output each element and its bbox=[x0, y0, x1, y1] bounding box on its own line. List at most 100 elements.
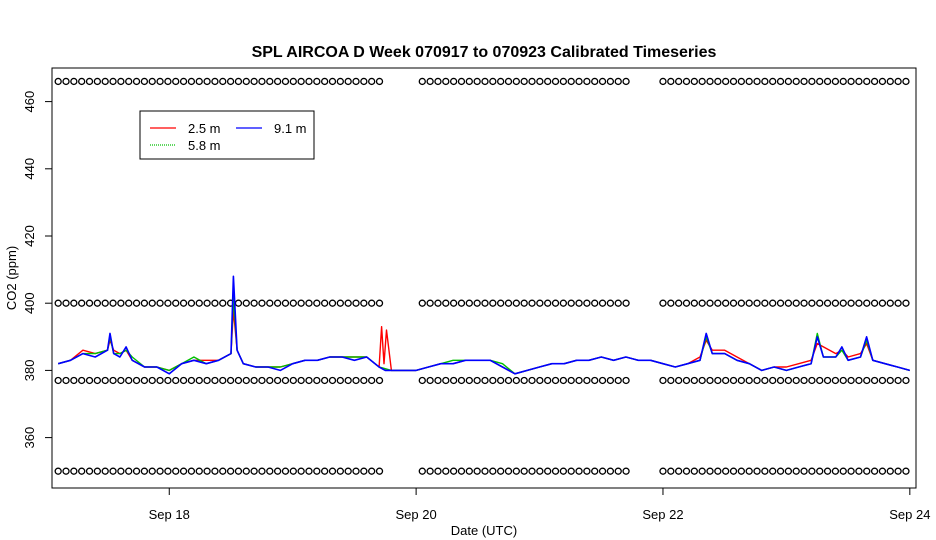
flag-marker bbox=[418, 467, 426, 475]
flag-marker bbox=[418, 299, 426, 307]
flag-marker bbox=[575, 376, 583, 385]
flag-marker bbox=[164, 467, 172, 475]
flag-marker bbox=[148, 467, 156, 475]
flag-marker bbox=[305, 77, 313, 86]
flag-marker bbox=[583, 299, 591, 307]
flag-marker bbox=[360, 376, 368, 385]
flag-marker bbox=[776, 299, 785, 307]
flag-marker bbox=[698, 467, 706, 475]
flag-marker bbox=[598, 376, 607, 385]
flag-marker bbox=[328, 299, 337, 307]
flag-marker bbox=[823, 299, 832, 307]
flag-marker bbox=[125, 77, 133, 86]
flag-marker bbox=[839, 467, 847, 475]
flag-marker bbox=[674, 376, 683, 385]
flag-marker bbox=[489, 467, 497, 475]
flag-marker bbox=[442, 299, 450, 307]
flag-marker bbox=[583, 467, 591, 475]
flag-marker bbox=[792, 376, 800, 385]
flag-marker bbox=[690, 467, 698, 475]
flag-marker bbox=[559, 467, 568, 475]
flag-marker bbox=[894, 376, 902, 385]
flag-marker bbox=[352, 467, 360, 475]
flag-marker bbox=[368, 376, 376, 385]
flag-marker bbox=[321, 467, 329, 475]
flag-marker bbox=[140, 299, 149, 307]
flag-marker bbox=[504, 376, 513, 385]
flag-marker bbox=[855, 77, 863, 86]
flag-marker bbox=[816, 299, 824, 307]
flag-marker bbox=[823, 376, 832, 385]
flag-marker bbox=[567, 77, 575, 86]
flag-marker bbox=[784, 376, 793, 385]
flag-marker bbox=[839, 376, 847, 385]
y-axis: 360 380 400 420 440 460 bbox=[22, 91, 52, 449]
flag-marker bbox=[281, 467, 290, 475]
flag-marker bbox=[266, 77, 274, 86]
y-tick-label: 440 bbox=[22, 158, 37, 180]
flag-marker bbox=[457, 299, 466, 307]
flag-marker bbox=[622, 467, 630, 475]
flag-marker bbox=[242, 77, 250, 86]
flag-marker bbox=[559, 376, 568, 385]
flag-marker bbox=[93, 467, 102, 475]
flag-marker bbox=[93, 376, 102, 385]
flag-marker bbox=[313, 299, 321, 307]
flag-marker bbox=[289, 299, 297, 307]
flag-marker bbox=[497, 77, 505, 86]
flag-marker bbox=[528, 77, 536, 86]
flag-marker bbox=[481, 376, 489, 385]
flag-marker bbox=[575, 467, 583, 475]
flag-marker bbox=[816, 467, 824, 475]
flag-marker bbox=[297, 77, 305, 86]
flag-marker bbox=[784, 467, 793, 475]
flag-marker bbox=[769, 299, 777, 307]
flag-marker bbox=[328, 376, 337, 385]
flag-marker bbox=[258, 299, 266, 307]
flag-marker bbox=[761, 376, 769, 385]
flag-marker bbox=[465, 77, 473, 86]
flag-marker bbox=[70, 299, 78, 307]
flag-marker bbox=[591, 299, 599, 307]
legend-label-2-5m: 2.5 m bbox=[188, 121, 221, 136]
flag-marker bbox=[70, 467, 78, 475]
flag-marker bbox=[250, 77, 258, 86]
flag-marker bbox=[831, 77, 840, 86]
flag-marker bbox=[622, 376, 630, 385]
flag-marker bbox=[682, 376, 691, 385]
flag-marker bbox=[792, 467, 800, 475]
flag-marker bbox=[894, 467, 902, 475]
flag-marker bbox=[776, 77, 785, 86]
flag-marker bbox=[567, 376, 575, 385]
y-tick-label: 360 bbox=[22, 427, 37, 449]
flag-marker bbox=[551, 77, 560, 86]
flag-marker bbox=[360, 77, 368, 86]
flag-marker bbox=[567, 467, 575, 475]
flag-marker bbox=[784, 299, 793, 307]
flag-marker bbox=[489, 77, 497, 86]
flag-marker bbox=[863, 77, 871, 86]
flag-marker bbox=[273, 467, 282, 475]
flag-marker bbox=[473, 77, 481, 86]
flag-marker bbox=[520, 376, 528, 385]
flag-marker bbox=[816, 376, 824, 385]
flag-marker bbox=[706, 376, 714, 385]
flag-marker bbox=[449, 299, 458, 307]
flag-marker bbox=[85, 376, 94, 385]
flag-marker bbox=[375, 376, 384, 385]
flag-marker bbox=[659, 299, 667, 307]
flag-marker bbox=[761, 467, 769, 475]
flag-marker bbox=[667, 77, 675, 86]
flag-marker bbox=[520, 77, 528, 86]
flag-marker bbox=[140, 77, 149, 86]
flag-marker bbox=[753, 376, 761, 385]
flag-marker bbox=[281, 299, 290, 307]
flag-marker bbox=[179, 376, 188, 385]
flag-marker bbox=[886, 77, 894, 86]
flag-marker bbox=[211, 77, 219, 86]
flag-marker bbox=[442, 77, 450, 86]
flag-marker bbox=[831, 467, 840, 475]
flag-marker bbox=[855, 467, 863, 475]
flag-marker bbox=[109, 376, 117, 385]
x-axis-label: Date (UTC) bbox=[451, 523, 517, 538]
